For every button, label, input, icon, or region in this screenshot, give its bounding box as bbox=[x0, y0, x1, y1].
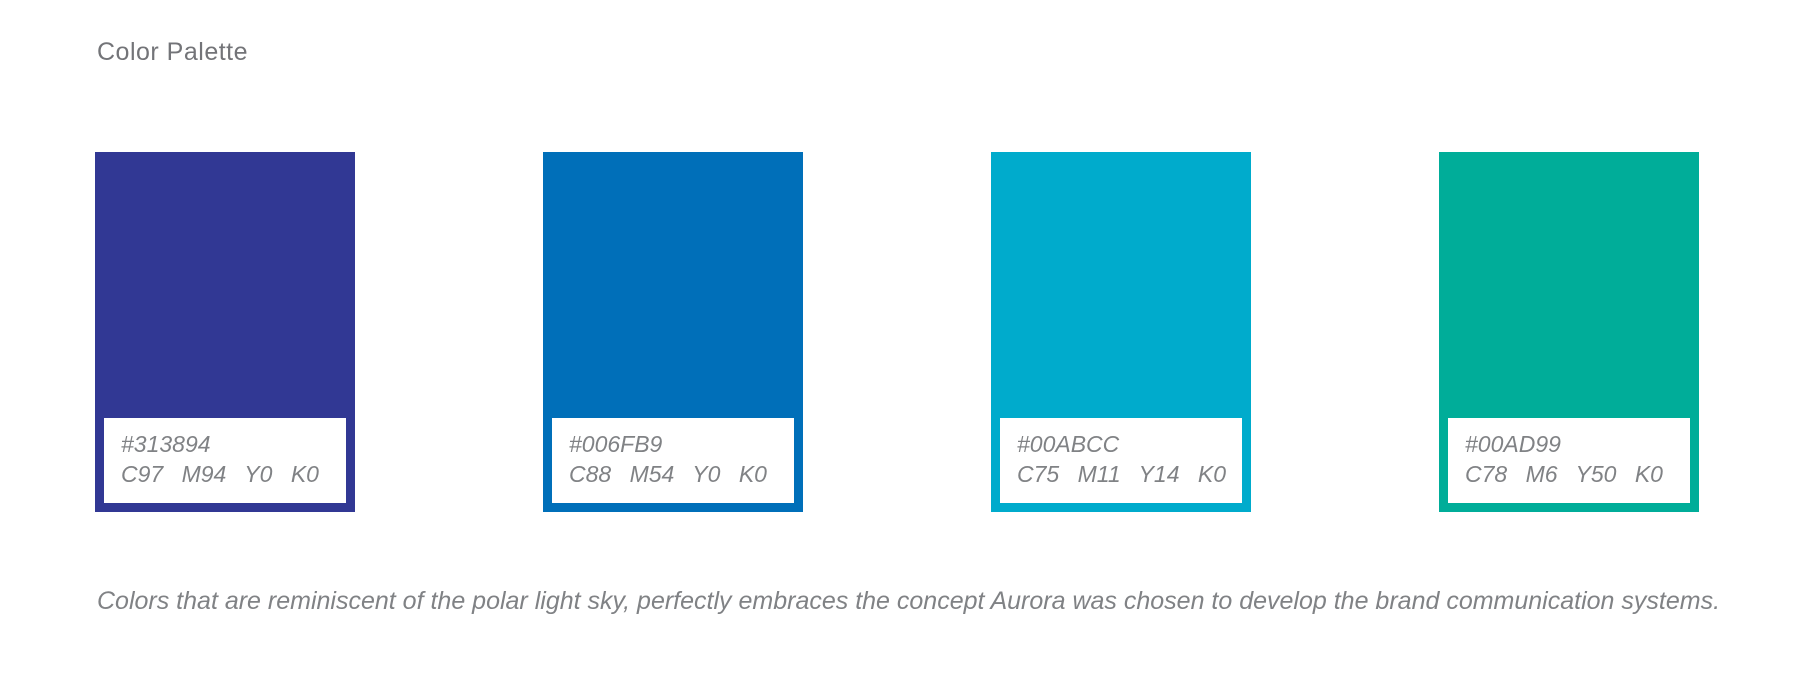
page-title: Color Palette bbox=[97, 38, 249, 66]
swatch-card-313894: #313894 C97 M94 Y0 K0 bbox=[95, 152, 355, 512]
swatch-cmyk-value: C78 M6 Y50 K0 bbox=[1465, 461, 1663, 487]
palette-caption: Colors that are reminiscent of the polar… bbox=[97, 587, 1721, 615]
swatch-cmyk-value: C75 M11 Y14 K0 bbox=[1017, 461, 1227, 487]
swatch-hex-value: #006FB9 bbox=[569, 431, 663, 457]
swatch-hex-value: #00AD99 bbox=[1465, 431, 1561, 457]
swatch-label: #00AD99 C78 M6 Y50 K0 bbox=[1448, 418, 1690, 503]
swatch-card-00ABCC: #00ABCC C75 M11 Y14 K0 bbox=[991, 152, 1251, 512]
swatch-cmyk-value: C97 M94 Y0 K0 bbox=[121, 461, 319, 487]
swatch-cmyk-value: C88 M54 Y0 K0 bbox=[569, 461, 767, 487]
swatch-card-006FB9: #006FB9 C88 M54 Y0 K0 bbox=[543, 152, 803, 512]
swatch-label: #00ABCC C75 M11 Y14 K0 bbox=[1000, 418, 1242, 503]
swatch-card-00AD99: #00AD99 C78 M6 Y50 K0 bbox=[1439, 152, 1699, 512]
swatch-hex-value: #313894 bbox=[121, 431, 211, 457]
swatch-label: #313894 C97 M94 Y0 K0 bbox=[104, 418, 346, 503]
swatch-hex-value: #00ABCC bbox=[1017, 431, 1120, 457]
swatch-row: #313894 C97 M94 Y0 K0 #006FB9 C88 M54 Y0… bbox=[95, 152, 1699, 512]
swatch-label: #006FB9 C88 M54 Y0 K0 bbox=[552, 418, 794, 503]
